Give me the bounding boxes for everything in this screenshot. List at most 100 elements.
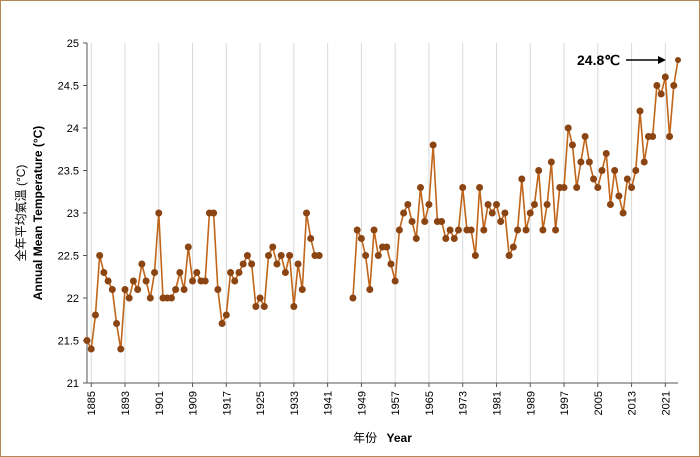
data-point — [606, 201, 614, 208]
data-point — [632, 167, 640, 174]
label-layer: 全年平均氣溫 (°C) Annual Mean Temperature (°C)… — [13, 52, 666, 445]
data-point — [189, 277, 197, 285]
y-tick-label: 21 — [67, 378, 79, 390]
x-tick-label: 2005 — [593, 391, 605, 415]
data-point — [222, 311, 230, 319]
data-point — [374, 252, 382, 259]
y-tick-label: 25 — [67, 38, 79, 50]
data-point — [227, 269, 235, 276]
data-point — [201, 277, 209, 285]
x-tick-label: 1989 — [525, 391, 537, 415]
data-point — [294, 260, 302, 268]
data-point — [666, 133, 674, 140]
data-point — [180, 286, 188, 293]
data-point — [104, 277, 112, 285]
x-tick-label: 1973 — [458, 391, 470, 415]
data-point — [442, 235, 450, 242]
data-point — [416, 184, 424, 191]
y-axis-title-chinese: 全年平均氣溫 (°C) — [13, 165, 28, 262]
y-tick-label: 23 — [67, 208, 79, 220]
data-point — [117, 345, 125, 353]
data-point — [611, 167, 619, 174]
data-point — [505, 252, 513, 259]
data-point — [535, 167, 543, 174]
data-point — [602, 150, 610, 157]
data-point — [252, 303, 260, 310]
grid-layer — [90, 43, 666, 383]
latest-value-annotation: 24.8℃ — [577, 52, 620, 68]
data-point — [590, 175, 598, 183]
data-point — [184, 243, 192, 251]
data-point — [581, 133, 589, 140]
data-point — [560, 184, 568, 191]
data-point — [218, 320, 226, 327]
y-tick-label: 22.5 — [58, 251, 79, 263]
data-point — [514, 226, 522, 234]
data-point — [260, 303, 268, 310]
y-tick-label: 21.5 — [58, 336, 79, 348]
data-point — [657, 90, 665, 98]
data-point — [83, 337, 91, 344]
data-point — [248, 260, 256, 268]
data-point — [134, 286, 142, 293]
data-point — [543, 201, 551, 208]
data-point — [450, 235, 458, 242]
series-layer — [83, 57, 681, 353]
data-point — [231, 277, 239, 285]
data-point — [488, 209, 496, 217]
data-point — [370, 226, 378, 234]
data-point — [265, 252, 273, 259]
data-point — [568, 141, 576, 149]
data-point — [87, 345, 95, 353]
data-point — [362, 252, 370, 259]
data-point — [307, 235, 315, 242]
data-point — [623, 175, 631, 183]
data-point — [552, 226, 560, 234]
x-tick-label: 1941 — [323, 391, 335, 415]
data-point — [653, 82, 661, 89]
data-point — [619, 209, 627, 217]
x-tick-label: 1901 — [154, 391, 166, 415]
data-point — [530, 201, 538, 208]
data-point — [547, 158, 555, 166]
data-point — [121, 286, 129, 293]
x-tick-label: 1957 — [390, 391, 402, 415]
data-point — [100, 269, 108, 276]
data-point — [484, 201, 492, 208]
data-point — [129, 277, 137, 285]
data-point — [303, 209, 311, 217]
series-line-segment — [352, 76, 675, 299]
data-point — [492, 201, 500, 208]
data-point — [649, 133, 657, 140]
data-point — [640, 158, 648, 166]
data-point-latest — [675, 57, 681, 63]
data-point — [518, 175, 526, 183]
data-point — [176, 269, 184, 276]
series-line-segment — [672, 59, 679, 86]
data-point — [615, 192, 623, 200]
x-tick-label: 1933 — [289, 391, 301, 415]
data-point — [404, 201, 412, 208]
x-axis-title: 年份 Year — [353, 431, 412, 445]
data-point — [273, 260, 281, 268]
data-point — [142, 277, 150, 285]
data-point — [96, 252, 104, 259]
data-point — [349, 294, 357, 302]
data-point — [395, 226, 403, 234]
y-tick-label: 24.5 — [58, 81, 79, 93]
x-tick-label: 2013 — [627, 391, 639, 415]
data-point — [509, 243, 517, 251]
y-tick-label: 23.5 — [58, 166, 79, 178]
data-point — [421, 218, 429, 225]
data-point — [138, 260, 146, 268]
data-point — [113, 320, 121, 327]
x-tick-label: 1965 — [424, 391, 436, 415]
data-point — [471, 252, 479, 259]
data-point — [91, 311, 99, 319]
x-axis-title-chinese: 年份 — [353, 431, 377, 445]
data-point — [243, 252, 251, 259]
data-point — [497, 218, 505, 225]
data-point — [286, 252, 294, 259]
